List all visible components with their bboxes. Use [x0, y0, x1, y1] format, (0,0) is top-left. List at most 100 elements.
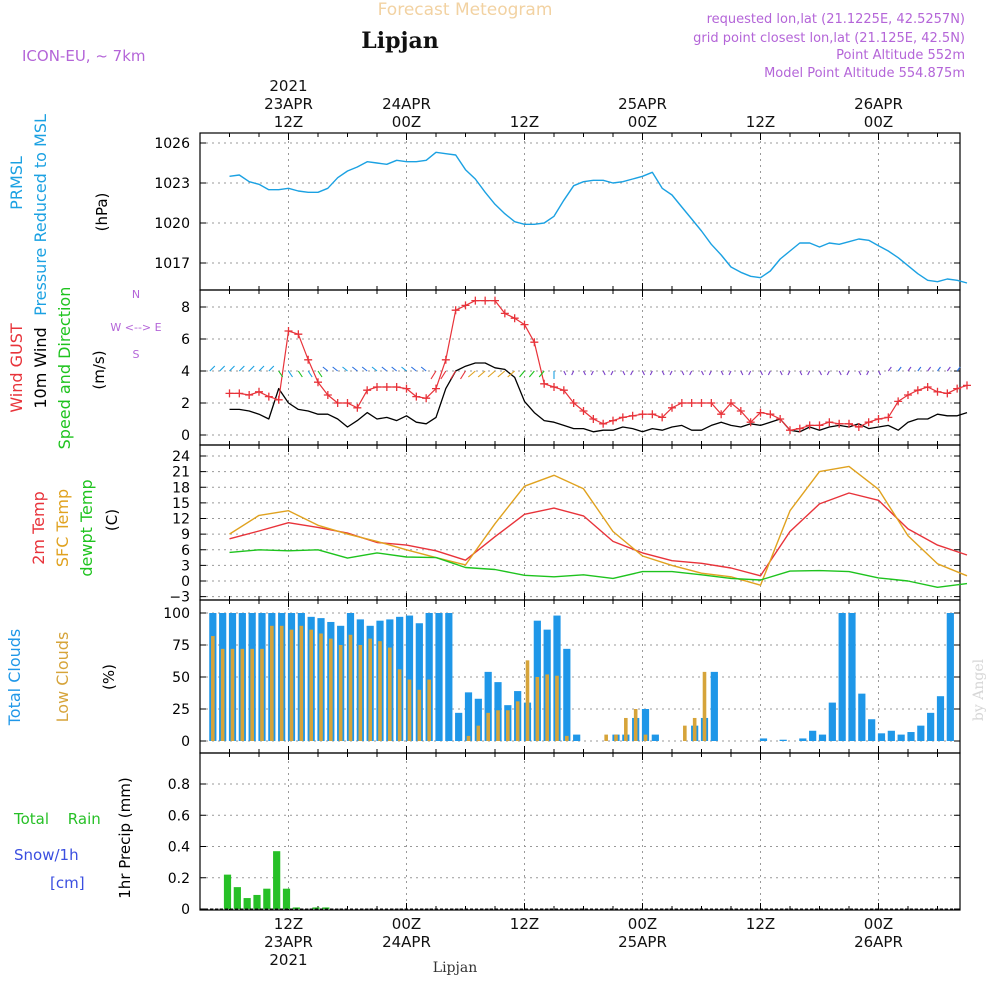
gust-marker	[225, 389, 234, 398]
wind-direction-arrow	[866, 370, 870, 376]
total-cloud-bar	[838, 613, 846, 741]
location-title: Lipjan	[361, 28, 438, 54]
total-cloud-bar	[415, 623, 423, 741]
total-cloud-bar	[927, 712, 935, 741]
gust-marker	[264, 392, 273, 401]
low-cloud-bar	[565, 735, 569, 741]
low-cloud-bar	[702, 671, 707, 741]
gust-marker	[441, 355, 450, 364]
wind-direction-arrow	[708, 370, 712, 376]
y-tick-label: 8	[181, 300, 190, 316]
wind-direction-arrow	[728, 370, 732, 376]
gust-marker	[913, 386, 922, 395]
gust-marker	[451, 306, 460, 315]
total-cloud-bar	[809, 730, 817, 741]
compass-s: S	[133, 348, 140, 361]
y-tick-label: 100	[163, 606, 190, 622]
y-tick-label: 15	[172, 496, 190, 512]
point-altitude: Point Altitude 552m	[836, 48, 965, 63]
gust-marker	[510, 314, 519, 323]
y-tick-label: 0	[181, 902, 190, 918]
low-cloud-bar	[417, 689, 422, 741]
wind-direction-arrow	[467, 370, 476, 378]
wind-speed-line	[229, 362, 968, 433]
gust-marker	[962, 381, 971, 390]
wind-direction-arrow	[391, 366, 398, 372]
wind-direction-arrow	[477, 370, 486, 378]
wind-direction-arrow	[689, 370, 693, 376]
wind-direction-arrow	[450, 370, 457, 380]
wind-direction-arrow	[317, 370, 323, 378]
gust-marker	[520, 320, 529, 329]
direction-label: Speed and Direction	[55, 287, 74, 450]
wind-direction-arrow	[701, 370, 704, 376]
y-tick-label: 0.6	[168, 808, 190, 824]
y-tick-label: 1026	[154, 136, 190, 152]
gust-marker	[658, 413, 667, 422]
gust-marker	[903, 391, 912, 399]
wind-direction-arrow	[669, 370, 673, 376]
total-cloud-bar	[464, 692, 473, 741]
wind-direction-arrow	[322, 366, 329, 372]
gust-marker	[402, 384, 411, 393]
panel-frame	[199, 752, 961, 911]
wind-direction-arrow	[819, 370, 822, 376]
gust-marker	[530, 338, 539, 347]
gust-marker	[638, 410, 647, 419]
gust-marker	[864, 418, 873, 427]
bottom-axis-label: 25APR	[618, 933, 667, 951]
snow-label: Snow/1h	[14, 846, 79, 864]
gust-marker	[608, 416, 617, 425]
gust-marker	[549, 383, 558, 391]
y-tick-label: 4	[181, 364, 190, 380]
wind-direction-arrow	[917, 366, 922, 372]
y-tick-label: 50	[172, 670, 190, 686]
gust-marker	[933, 387, 942, 396]
wind-direction-arrow	[209, 365, 216, 372]
grid-point-coords: grid point closest lon,lat (21.125E, 42.…	[693, 31, 965, 46]
gust-marker	[569, 399, 578, 407]
gust-marker	[382, 383, 391, 391]
gust-marker	[245, 391, 254, 399]
wind-direction-arrow	[720, 370, 724, 376]
gust-marker	[461, 301, 470, 310]
gust-marker	[235, 389, 244, 398]
low-cloud-bar	[515, 701, 520, 741]
gust-marker	[628, 411, 637, 420]
total-cloud-bar	[445, 613, 453, 741]
wind-direction-arrow	[779, 370, 783, 376]
gust-label: Wind GUST	[7, 323, 26, 413]
total-cloud-bar	[877, 733, 886, 741]
y-tick-label: 0.8	[168, 777, 190, 793]
wind-direction-arrow	[846, 370, 850, 376]
y-tick-label: 0	[181, 734, 190, 750]
gust-marker	[343, 399, 352, 407]
low-cloud-bar	[211, 636, 215, 741]
wind-direction-arrow	[519, 370, 525, 378]
wind-direction-arrow	[410, 366, 417, 372]
gust-marker	[776, 415, 785, 423]
y-tick-label: 0	[181, 428, 190, 444]
wind-direction-arrow	[907, 366, 912, 372]
gust-marker	[884, 413, 893, 422]
wind-direction-arrow	[361, 366, 368, 372]
temp-2m-label: 2m Temp	[29, 491, 48, 565]
watermark: by Angel	[971, 658, 987, 721]
bottom-axis-label: 00Z	[864, 915, 893, 933]
app-title: Forecast Meteogram	[378, 0, 553, 20]
panel-frame	[199, 444, 961, 601]
precip-unit: 1hr Precip (mm)	[116, 777, 134, 898]
gust-marker	[726, 399, 735, 407]
top-axis-label: 23APR	[264, 95, 313, 113]
bottom-axis-label: 00Z	[392, 915, 421, 933]
wind-direction-arrow	[430, 370, 437, 380]
wind-direction-arrow	[661, 370, 665, 376]
y-tick-label: 3	[181, 558, 190, 574]
wind-direction-arrow	[332, 366, 339, 372]
total-cloud-bar	[710, 671, 718, 741]
wind-direction-arrow	[767, 370, 771, 376]
wind-direction-arrow	[258, 365, 265, 372]
gust-marker	[707, 399, 716, 407]
